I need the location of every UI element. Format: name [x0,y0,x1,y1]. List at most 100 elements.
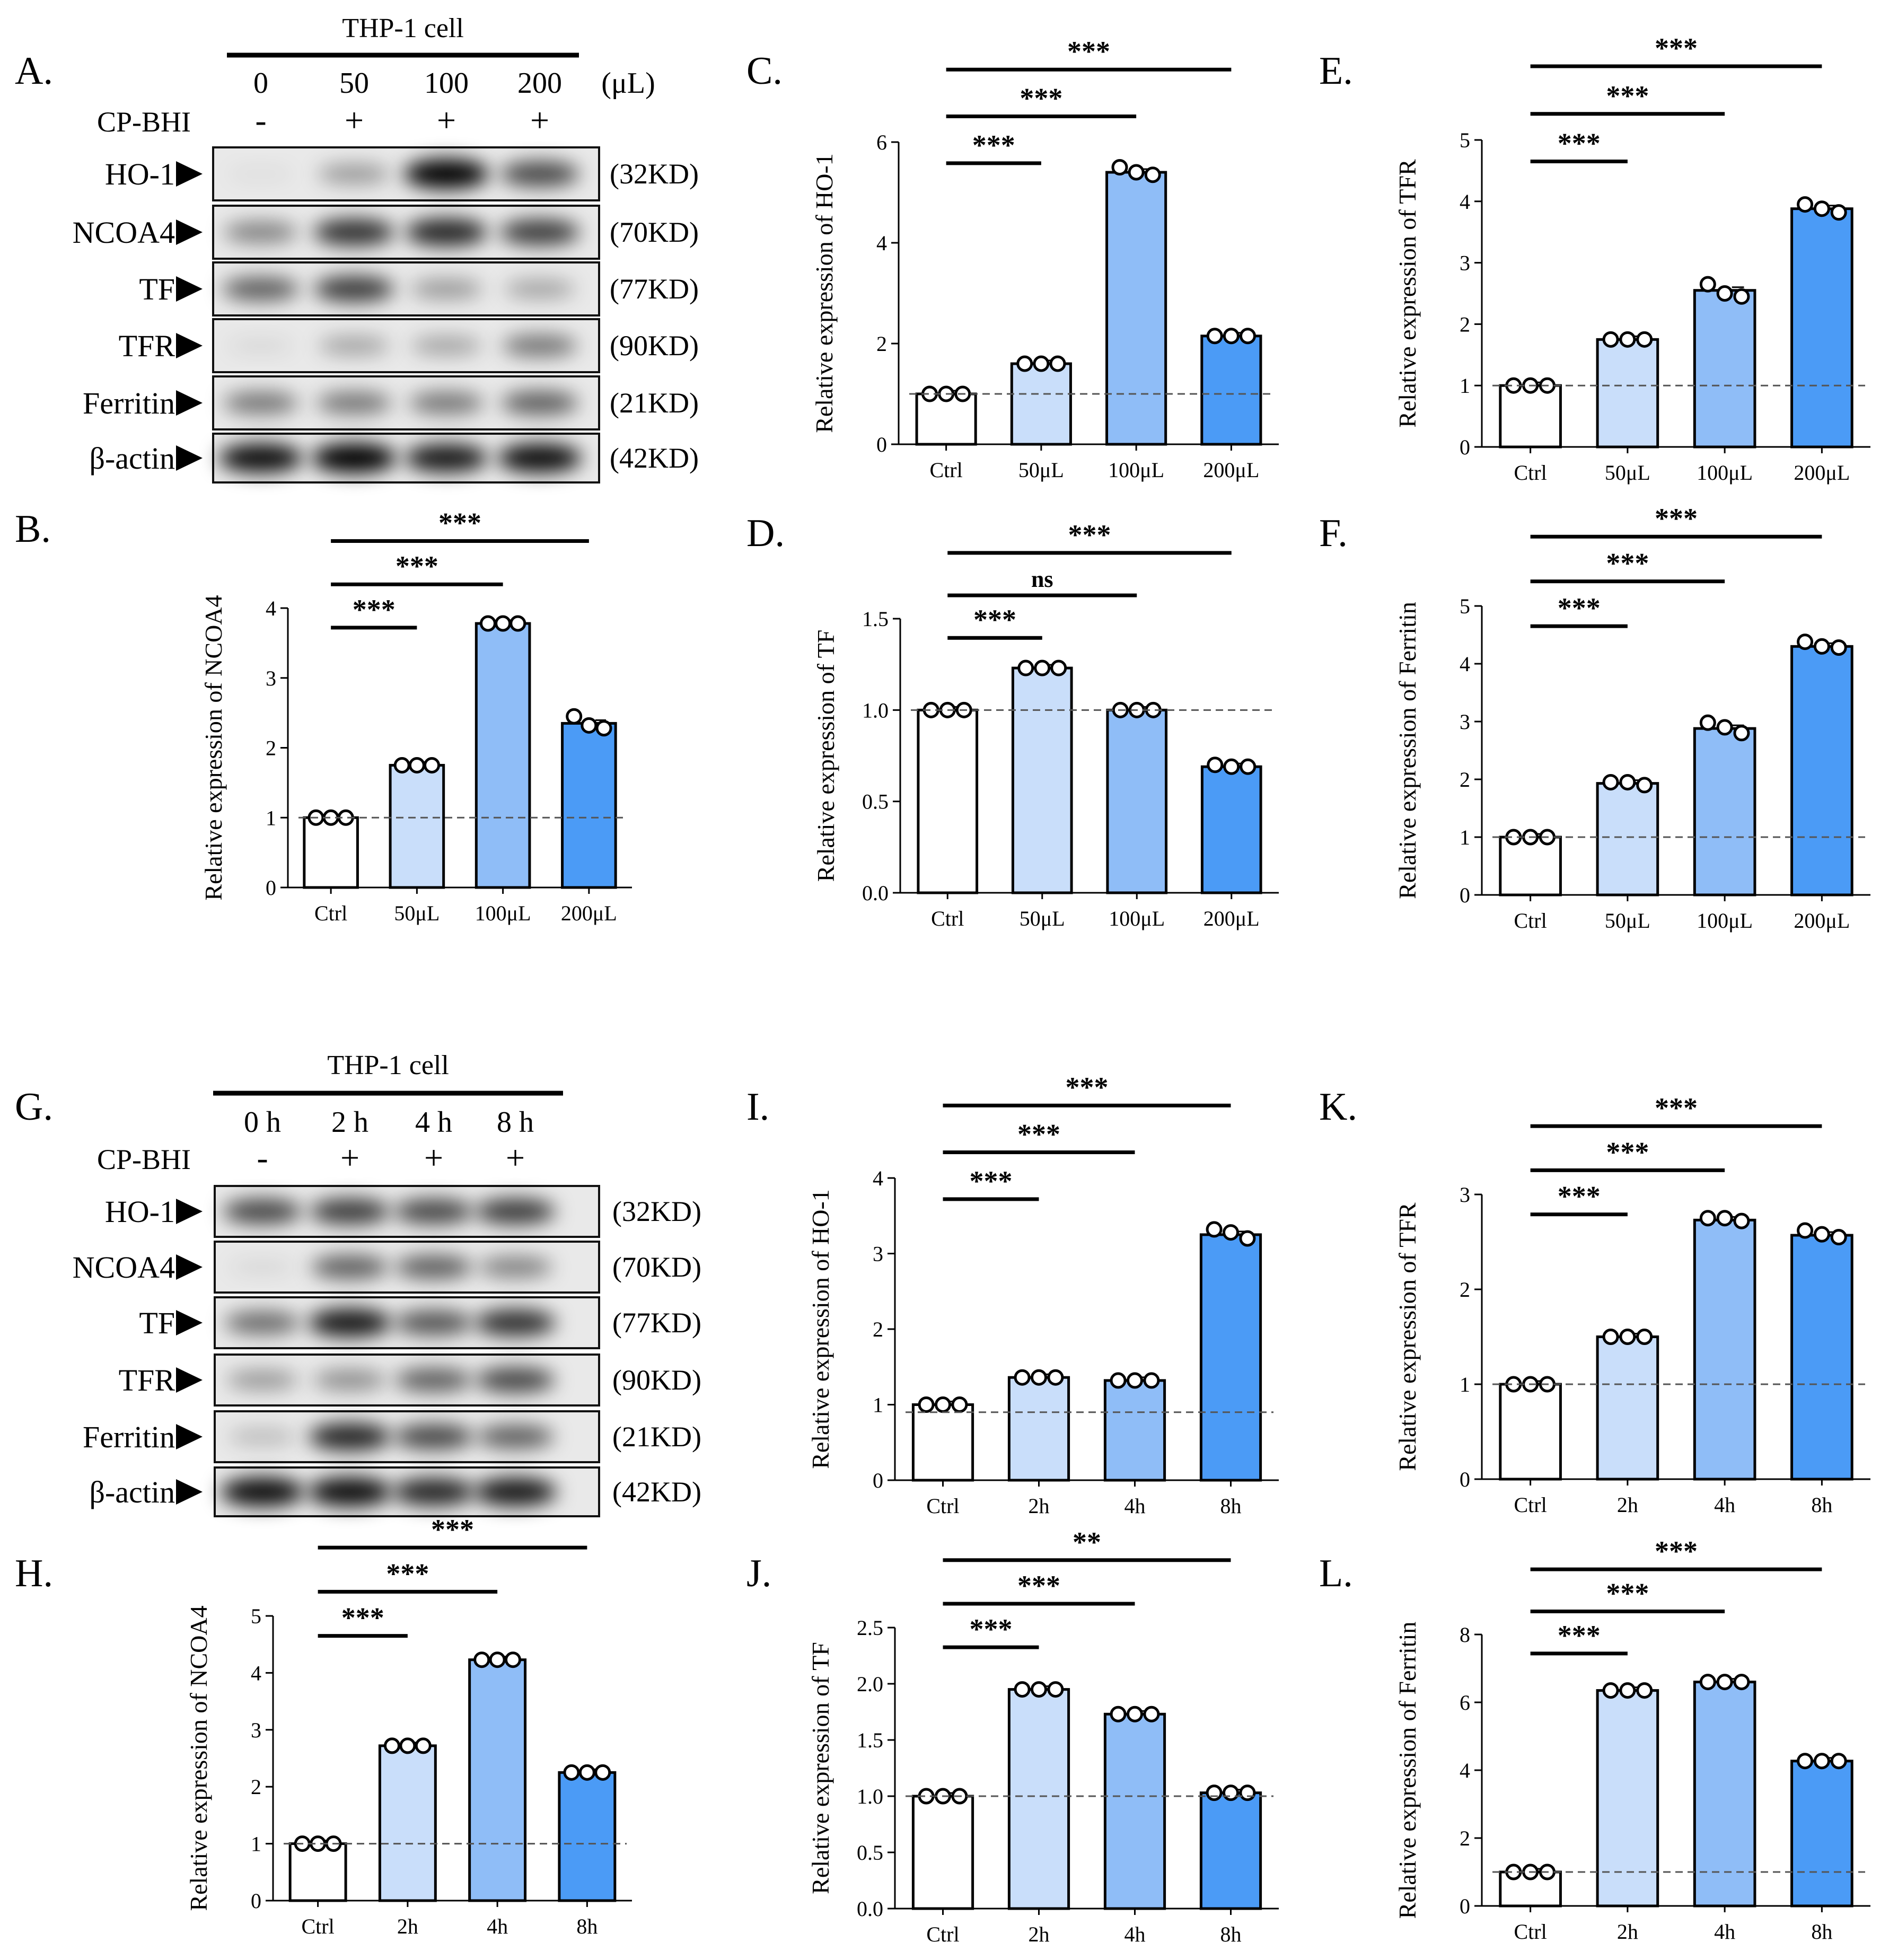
data-point [479,615,496,632]
bar [911,1795,974,1910]
y-axis-label: Relative expression of TFR [1394,159,1421,428]
y-tick-label: 4 [251,1661,261,1685]
bar [1010,362,1072,446]
blot-band [475,1198,556,1225]
bar [1007,1376,1070,1482]
panel-label: B. [15,507,51,551]
chart-panel: F. Relative expression of Ferritin 0 1 2 3 4 5 C… [1319,503,1870,933]
x-tick-label: 2h [397,1914,418,1938]
treatment-sign: + [530,101,549,139]
y-tick-label: 0 [266,876,276,900]
y-axis-label: Relative expression of TF [812,630,839,882]
molecular-weight: (32KD) [610,158,699,190]
blot-panel-0: A.THP-1 cell0-50+100+200+(μL)CP-BHIHO-1(… [15,13,699,484]
panel-label: A. [15,49,53,93]
bar [558,1771,617,1902]
y-tick-label: 0 [251,1889,261,1913]
y-axis-label: Relative expression of HO-1 [807,1189,834,1469]
protein-label: Ferritin [83,1420,175,1454]
blot-band [409,392,484,414]
data-point [1830,204,1847,221]
y-tick-label: 1 [1460,825,1470,849]
blot-row: β-actin (42KD) [89,1466,701,1517]
x-tick-label: 2h [1617,1920,1638,1944]
chart-panel: C. Relative expression of HO-1 0 2 4 6 Ctrl 50μ… [746,36,1279,482]
data-point [1636,777,1653,794]
chart-panel: I. Relative expression of HO-1 0 1 2 3 4 Ctrl 2h… [746,1071,1279,1518]
y-axis-label: Relative expression of TF [807,1642,834,1894]
data-point [1830,1229,1847,1246]
y-tick-label: 3 [266,666,276,690]
blot-band [309,1423,391,1451]
bar [1693,289,1756,449]
blot-band [317,392,392,414]
data-point [1619,1682,1636,1699]
x-tick-label: Ctrl [314,901,347,925]
bar [1103,1379,1166,1482]
x-tick-label: Ctrl [1514,909,1547,933]
arrow-icon [176,219,203,245]
data-point [1813,1753,1830,1770]
data-point [1047,1681,1064,1698]
blot-row: NCOA4 (70KD) [73,205,699,260]
arrow-icon [176,1199,203,1224]
blot-band [223,221,298,243]
chart-panel: D. Relative expression of TF 0.0 0.5 1.0 1.5 C… [746,512,1279,930]
bar [1596,1335,1659,1481]
y-axis-label: Relative expression of HO-1 [811,153,838,433]
data-point [1830,639,1847,656]
significance-label: *** [972,129,1015,161]
data-point [1206,328,1223,345]
y-tick-label: 1.5 [857,1728,883,1752]
significance-label: *** [1017,1570,1060,1602]
x-tick-label: Ctrl [926,1494,959,1518]
data-point [1699,1210,1716,1227]
panel-label: C. [746,49,783,93]
treatment-sign: - [257,1139,268,1176]
y-tick-label: 6 [1460,1691,1470,1715]
panel-label: J. [746,1552,771,1595]
data-point [1636,331,1653,348]
blot-band [497,443,582,473]
data-point [918,1396,935,1413]
data-point [1636,1682,1653,1699]
significance-label: ** [1073,1526,1101,1558]
y-tick-label: 2 [251,1775,261,1799]
bar [1790,1234,1853,1481]
x-tick-label: 200μL [1203,907,1260,930]
blot-band [308,1308,392,1337]
x-tick-label: Ctrl [1514,1493,1547,1517]
blot-band [478,1256,553,1278]
y-tick-label: 3 [1460,710,1470,734]
blot-row: HO-1 (32KD) [105,146,699,201]
data-point [595,720,612,737]
bar [1596,782,1659,896]
significance-label: *** [431,1514,474,1545]
data-point [1699,1674,1716,1691]
y-tick-label: 4 [1460,1759,1470,1782]
data-point [1813,1226,1830,1243]
bar [389,763,445,889]
bar [1790,645,1853,896]
blot-band [318,336,390,356]
data-point [1223,758,1240,775]
bar [911,1403,974,1482]
blot-row: TFR (90KD) [119,318,699,373]
condition-label: 0 [253,67,268,100]
protein-label: TFR [119,329,175,363]
data-point [1813,638,1830,655]
x-tick-label: 2h [1029,1494,1050,1518]
blot-band [307,1477,392,1507]
significance-label: *** [386,1558,429,1589]
bar [468,1658,527,1902]
treatment-sign: + [345,101,364,139]
y-tick-label: 2 [1460,1826,1470,1850]
data-point [594,1764,611,1781]
data-point [1619,1329,1636,1345]
data-point [1797,1753,1814,1770]
y-tick-label: 8 [1460,1623,1470,1647]
panel-label: E. [1319,49,1353,93]
data-point [509,615,526,632]
data-point [1034,660,1051,676]
treatment-sign: + [424,1139,443,1176]
